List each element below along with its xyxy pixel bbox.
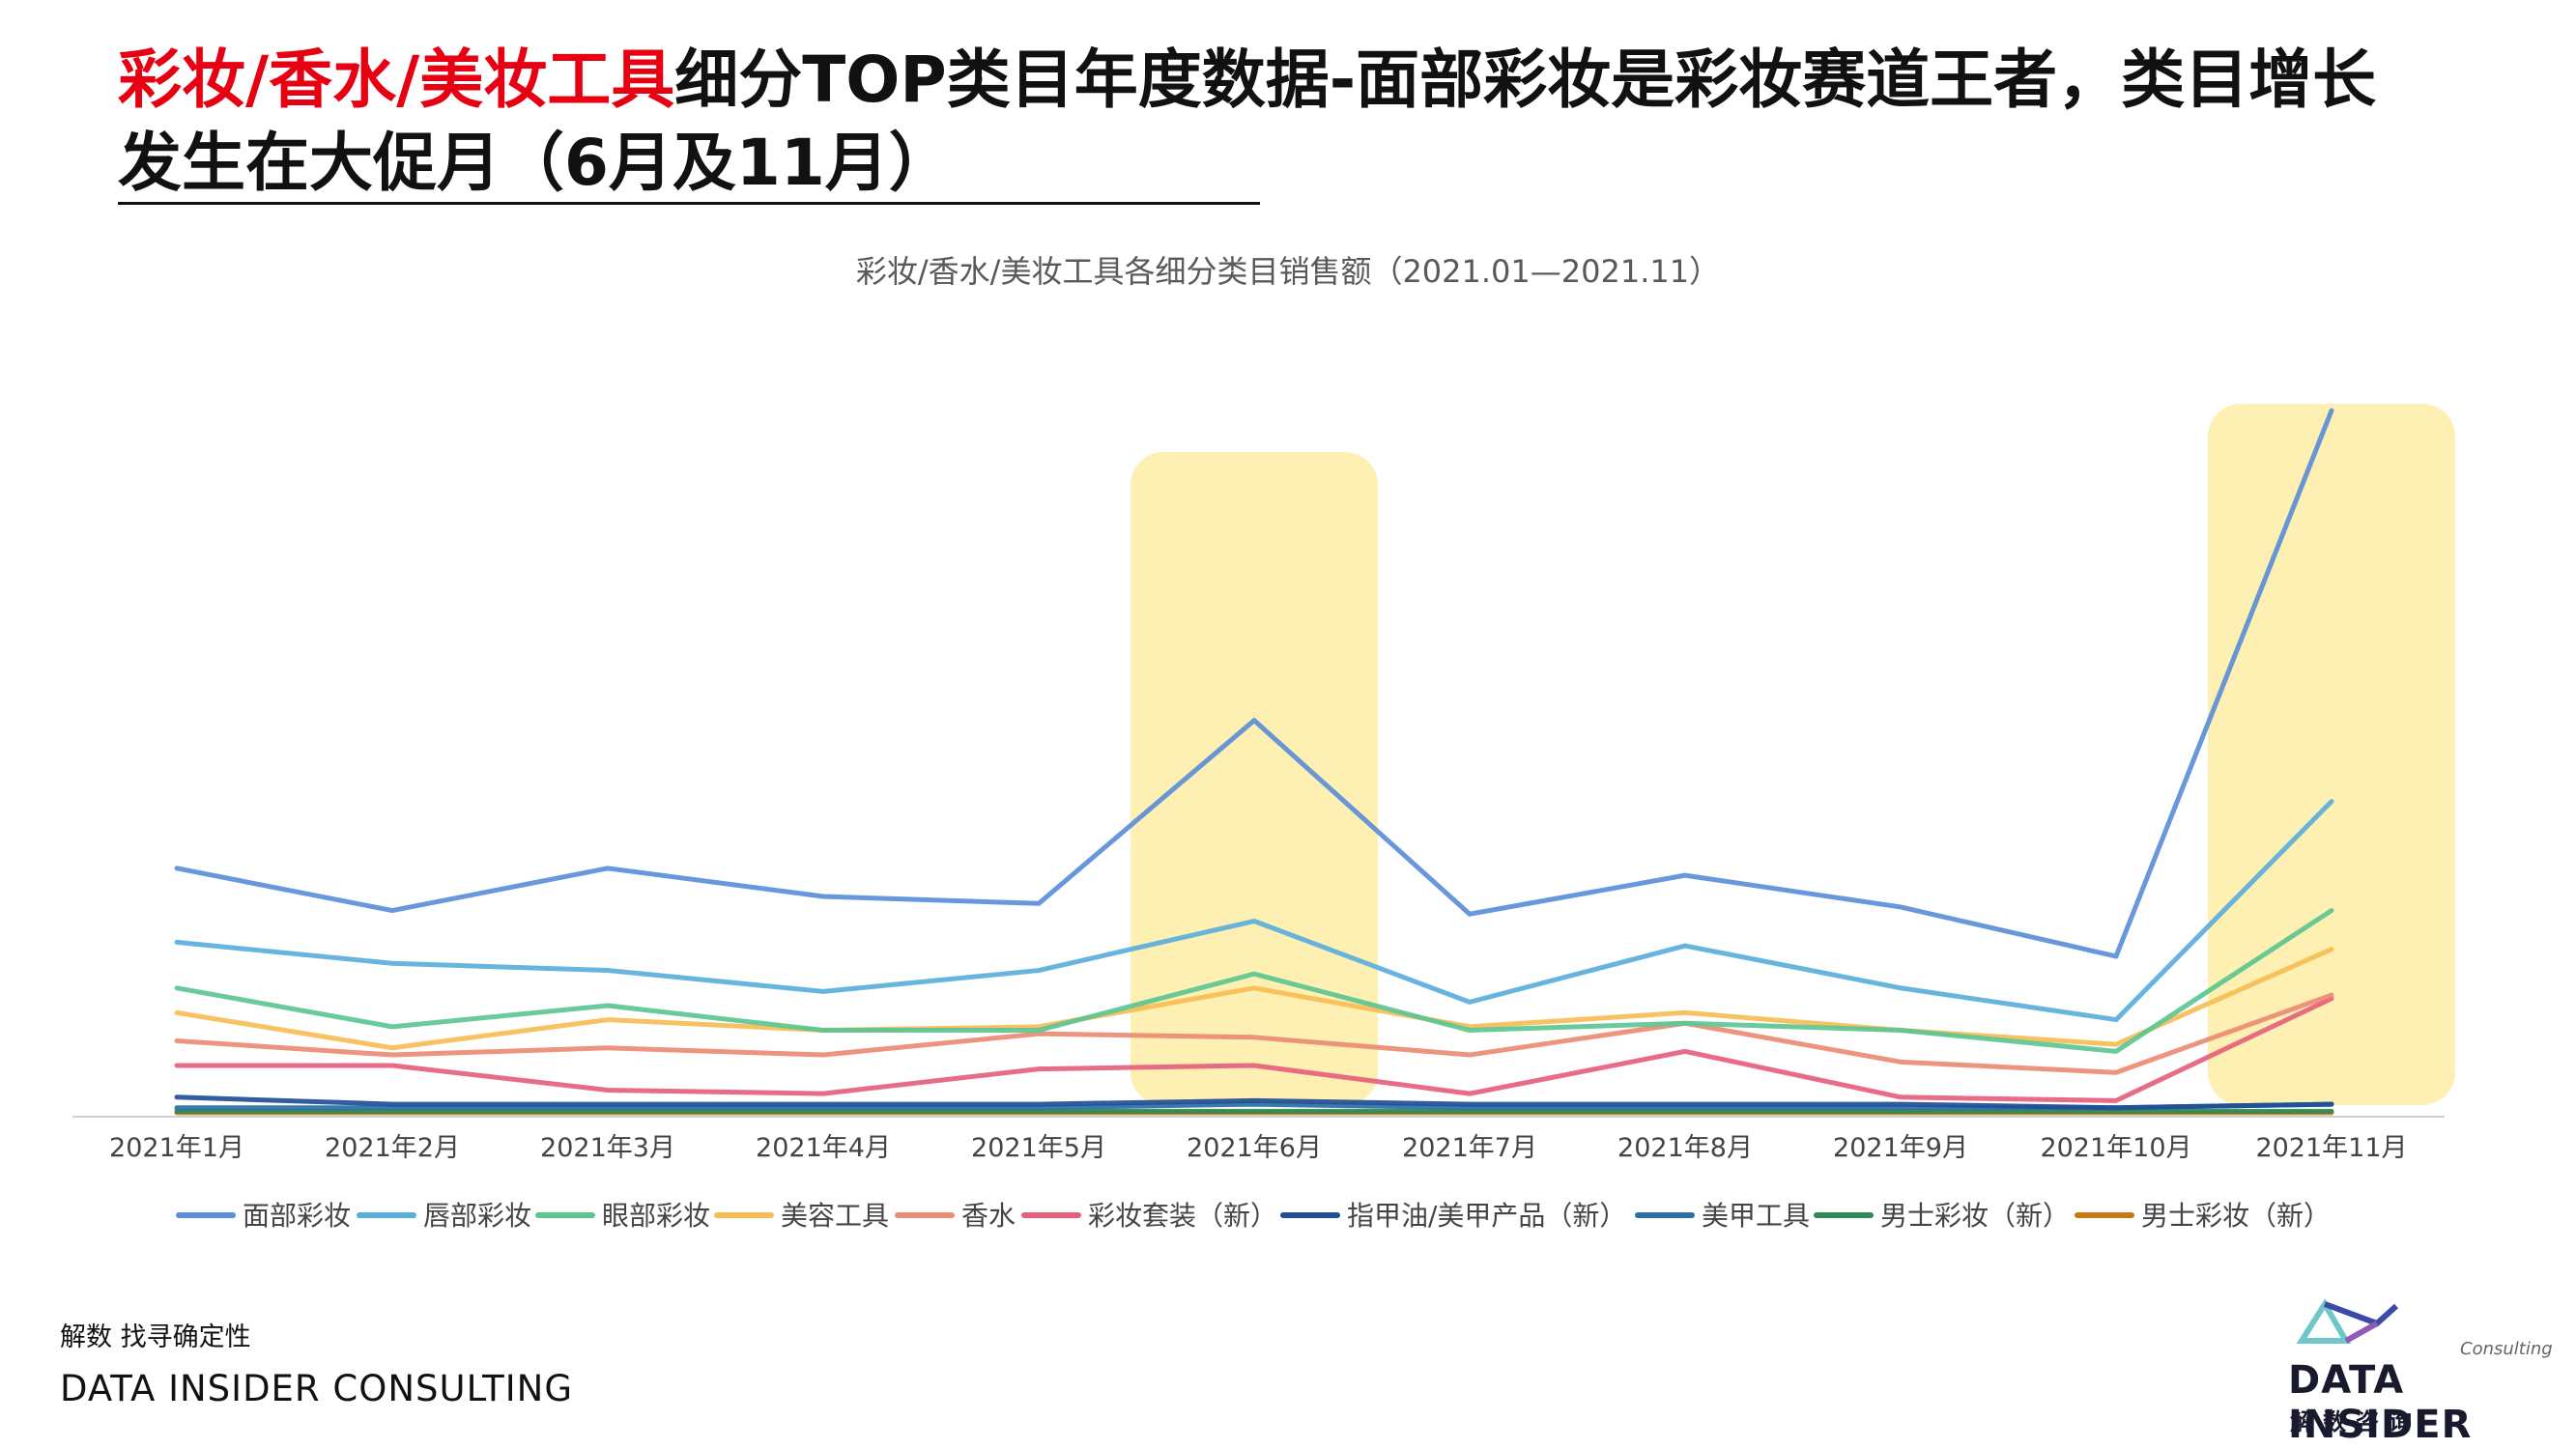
legend-label: 美甲工具	[1702, 1200, 1810, 1232]
legend-label: 眼部彩妆	[602, 1200, 710, 1232]
footer-slogan: 解数 找寻确定性	[60, 1322, 251, 1352]
highlight-band	[2208, 404, 2455, 1105]
slide-title-highlight: 彩妆/香水/美妆工具	[118, 43, 675, 117]
x-tick-label: 2021年8月	[1617, 1133, 1753, 1163]
legend-label: 香水	[961, 1200, 1016, 1232]
series-line	[174, 908, 2334, 1054]
legend-label: 美容工具	[781, 1200, 889, 1232]
x-tick-label: 2021年11月	[2255, 1133, 2407, 1163]
footer-company: DATA INSIDER CONSULTING	[60, 1368, 573, 1409]
series-line	[174, 1094, 2334, 1111]
x-tick-label: 2021年6月	[1187, 1133, 1322, 1163]
logo-wordmark: DATA INSIDER	[2288, 1358, 2473, 1447]
series-line	[174, 996, 2334, 1103]
legend-label: 男士彩妆（新）	[2141, 1200, 2331, 1232]
x-tick-label: 2021年7月	[1402, 1133, 1537, 1163]
logo-chinese-name: 解数咨询	[2290, 1408, 2421, 1435]
logo-consulting-text: Consulting	[2460, 1339, 2553, 1359]
slide-title: 彩妆/香水/美妆工具细分TOP类目年度数据-面部彩妆是彩妆赛道王者，类目增长发生…	[118, 39, 2437, 205]
x-tick-label: 2021年10月	[2040, 1133, 2191, 1163]
series-line	[174, 799, 2334, 1023]
x-tick-label: 2021年9月	[1833, 1133, 1968, 1163]
legend-label: 指甲油/美甲产品（新）	[1347, 1200, 1626, 1232]
x-tick-label: 2021年4月	[756, 1133, 891, 1163]
legend-label: 面部彩妆	[243, 1200, 351, 1232]
legend-label: 唇部彩妆	[423, 1200, 531, 1232]
series-line	[174, 992, 2334, 1075]
x-tick-label: 2021年2月	[325, 1133, 460, 1163]
company-logo-icon	[2296, 1298, 2399, 1344]
legend-label: 男士彩妆（新）	[1880, 1200, 2070, 1232]
x-tick-label: 2021年5月	[971, 1133, 1106, 1163]
title-underline	[118, 202, 1260, 205]
legend-label: 彩妆套装（新）	[1088, 1200, 1277, 1232]
slide-title-rest: 细分TOP类目年度数据-面部彩妆是彩妆赛道王者，类目增长发生在大促月（6月及11…	[118, 43, 2377, 200]
series-line	[174, 408, 2334, 959]
highlight-band	[1131, 452, 1378, 1105]
chart-title: 彩妆/香水/美妆工具各细分类目销售额（2021.01—2021.11）	[855, 253, 1721, 290]
x-tick-label: 2021年1月	[109, 1133, 244, 1163]
x-tick-label: 2021年3月	[540, 1133, 675, 1163]
